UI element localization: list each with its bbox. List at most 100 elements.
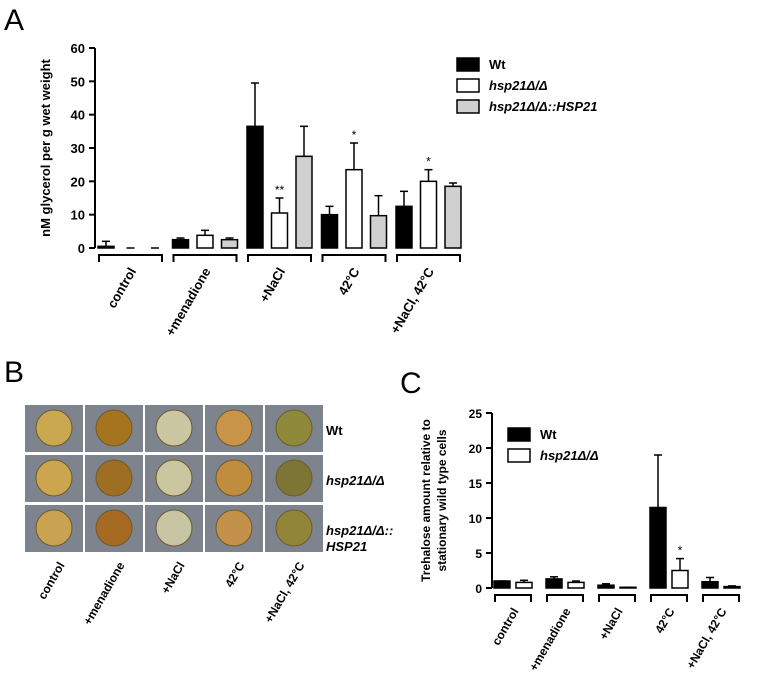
legend-swatch [456, 78, 480, 93]
panel-label: C [400, 367, 422, 400]
row-label: hsp21Δ/Δ:: HSP21 [326, 523, 393, 554]
bar [619, 586, 637, 589]
column-label: 42°C [222, 559, 248, 590]
spot [215, 409, 253, 447]
spot [35, 409, 73, 447]
y-tick-label: 60 [71, 41, 85, 56]
spot [155, 459, 193, 497]
group-bracket [172, 254, 238, 262]
legend-label: hsp21Δ/Δ [540, 448, 599, 463]
x-tick-label: +menadione [162, 265, 213, 339]
group-bracket [98, 254, 163, 262]
bar [419, 180, 438, 249]
y-tick-label: 10 [469, 512, 483, 526]
bar [295, 155, 313, 249]
y-tick-label: 25 [469, 407, 483, 421]
y-tick-label: 10 [71, 208, 85, 223]
y-tick-label: 5 [475, 547, 482, 561]
column-label: +NaCl, 42°C [262, 559, 308, 625]
y-tick-label: 0 [475, 582, 482, 596]
bar [597, 584, 615, 589]
y-tick-label: 15 [469, 477, 483, 491]
group-bracket [598, 594, 636, 602]
y-tick-label: 50 [71, 74, 85, 89]
spot [275, 409, 313, 447]
legend-swatch [456, 57, 480, 72]
bar [395, 205, 413, 249]
y-axis-label: stationary wild type cells [435, 429, 449, 571]
legend-label: hsp21Δ/Δ [489, 78, 548, 93]
group-bracket [546, 594, 584, 602]
bar [171, 238, 190, 249]
x-tick-label: +NaCl [596, 606, 625, 643]
significance-label: * [352, 128, 357, 142]
x-tick-label: +menadione [526, 605, 573, 673]
x-tick-label: +NaCl [256, 265, 288, 305]
spot [95, 409, 133, 447]
x-tick-label: +NaCl, 42°C [387, 264, 437, 336]
group-bracket [321, 254, 387, 262]
bar [97, 245, 115, 249]
panel-label: A [4, 4, 24, 37]
x-tick-label: 42°C [335, 264, 363, 297]
column-label: +NaCl [158, 560, 187, 597]
legend-label: hsp21Δ/Δ::HSP21 [489, 99, 598, 114]
significance-label: ** [275, 183, 285, 197]
bar [515, 581, 533, 589]
significance-label: * [678, 544, 683, 558]
bar [567, 581, 585, 589]
bar [220, 238, 239, 249]
spot [35, 509, 73, 547]
bar [545, 578, 563, 589]
column-label: control [35, 560, 67, 602]
spot [215, 509, 253, 547]
legend-swatch [507, 427, 531, 442]
group-bracket [494, 594, 532, 602]
y-axis-label: nM glycerol per g wet weight [38, 58, 53, 236]
bar [320, 213, 339, 249]
bar [270, 212, 289, 249]
spot [215, 459, 253, 497]
x-tick-label: control [489, 606, 521, 648]
spot [155, 509, 193, 547]
spot [35, 459, 73, 497]
bar [444, 185, 462, 249]
legend-swatch [507, 448, 531, 463]
row-label: hsp21Δ/Δ [326, 473, 385, 488]
y-tick-label: 30 [71, 141, 85, 156]
group-bracket [650, 594, 688, 602]
legend-label: Wt [540, 427, 557, 442]
legend-label: Wt [489, 57, 506, 72]
y-tick-label: 0 [78, 241, 85, 256]
bar [701, 580, 719, 589]
group-bracket [702, 594, 740, 602]
panel-label: B [4, 356, 24, 389]
bar [345, 168, 363, 249]
x-tick-label: 42°C [652, 605, 678, 636]
y-tick-label: 40 [71, 108, 85, 123]
legend-swatch [456, 99, 480, 114]
spot [275, 459, 313, 497]
column-label: +menadione [80, 559, 127, 627]
bar [723, 585, 741, 589]
bar [246, 125, 264, 249]
y-tick-label: 20 [469, 442, 483, 456]
spot [95, 509, 133, 547]
x-tick-label: +NaCl, 42°C [684, 605, 730, 671]
x-tick-label: control [104, 265, 139, 311]
bar [649, 506, 667, 589]
bar [369, 214, 388, 249]
spot [95, 459, 133, 497]
significance-label: * [426, 155, 431, 169]
spot [155, 409, 193, 447]
bar [196, 234, 214, 249]
group-bracket [396, 254, 461, 262]
y-axis-label: Trehalose amount relative to [419, 419, 433, 582]
row-label: Wt [326, 423, 343, 438]
bar [493, 580, 511, 589]
spot [275, 509, 313, 547]
group-bracket [247, 254, 312, 262]
bar [671, 569, 689, 589]
y-tick-label: 20 [71, 174, 85, 189]
